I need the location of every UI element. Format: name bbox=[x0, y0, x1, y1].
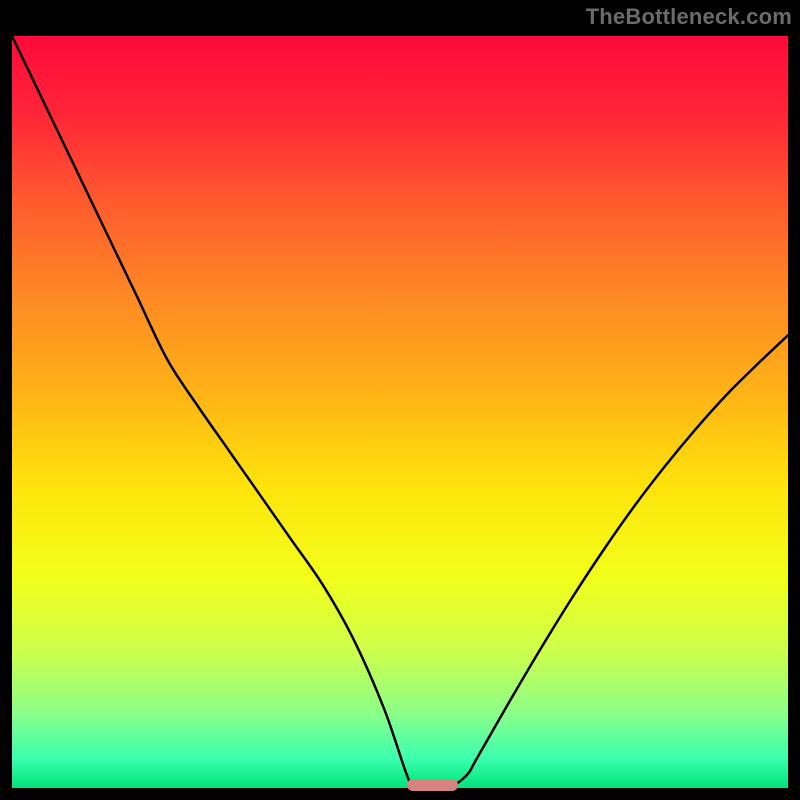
plot-area bbox=[12, 36, 788, 788]
minimum-marker-pill bbox=[407, 779, 458, 791]
chart-frame: TheBottleneck.com bbox=[0, 0, 800, 800]
watermark-text: TheBottleneck.com bbox=[586, 4, 792, 30]
curve-path bbox=[12, 36, 788, 788]
bottleneck-curve bbox=[12, 36, 788, 788]
